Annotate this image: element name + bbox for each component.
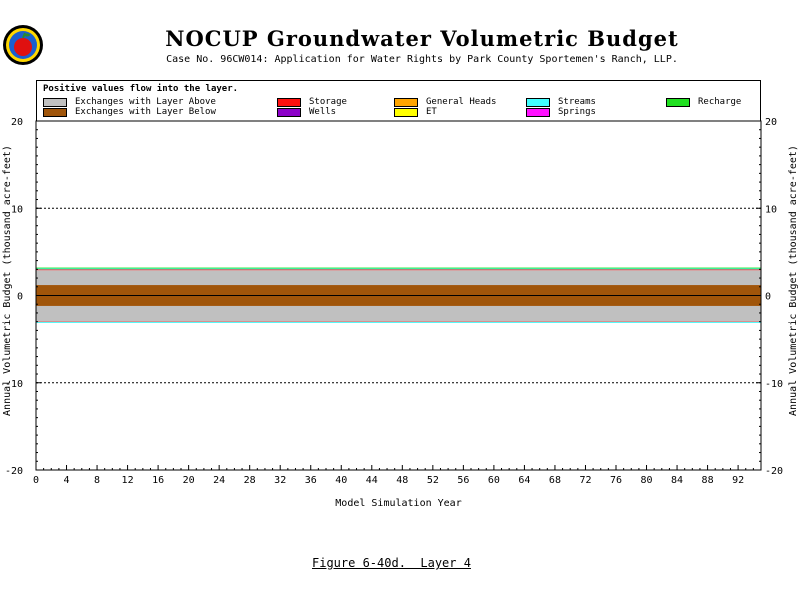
legend-label: Springs — [558, 107, 596, 117]
x-tick-label: 0 — [33, 475, 39, 486]
legend-label: ET — [426, 107, 437, 117]
legend-item: ET — [394, 107, 437, 117]
band-positive — [36, 285, 761, 296]
legend-note: Positive values flow into the layer. — [43, 84, 239, 94]
x-tick-label: 4 — [64, 475, 70, 486]
x-tick-label: 92 — [732, 475, 744, 486]
band-negative — [36, 322, 761, 323]
legend-swatch — [526, 107, 550, 117]
y-tick-label: -20 — [765, 466, 783, 477]
x-tick-label: 28 — [244, 475, 256, 486]
x-tick-label: 52 — [427, 475, 439, 486]
x-tick-label: 44 — [366, 475, 378, 486]
x-tick-label: 48 — [396, 475, 408, 486]
legend-item: Exchanges with Layer Above — [43, 97, 216, 107]
y-tick-label: -20 — [5, 466, 23, 477]
legend-item: Storage — [277, 97, 347, 107]
band-positive — [36, 269, 761, 271]
band-positive — [36, 267, 761, 269]
legend-item: Streams — [526, 97, 596, 107]
x-tick-label: 20 — [183, 475, 195, 486]
x-tick-label: 84 — [671, 475, 683, 486]
y-tick-label: 20 — [765, 117, 777, 128]
y-tick-label: -10 — [765, 379, 783, 390]
legend-item: Springs — [526, 107, 596, 117]
y-axis-label-right: Annual Volumetric Budget (thousand acre-… — [788, 145, 799, 416]
y-tick-label: 10 — [765, 204, 777, 215]
legend-label: General Heads — [426, 97, 497, 107]
x-tick-label: 24 — [213, 475, 225, 486]
x-tick-label: 72 — [579, 475, 591, 486]
y-tick-label: 20 — [11, 117, 23, 128]
x-tick-label: 8 — [94, 475, 100, 486]
legend-swatch — [43, 107, 67, 117]
apple-logo-icon — [3, 25, 43, 65]
figure-caption: Figure 6-40d. Layer 4 — [312, 556, 471, 570]
band-negative — [36, 305, 761, 322]
legend-swatch — [277, 107, 301, 117]
x-axis-label: Model Simulation Year — [335, 498, 461, 509]
x-tick-label: 12 — [122, 475, 134, 486]
x-tick-label: 32 — [274, 475, 286, 486]
legend-swatch — [666, 97, 690, 107]
legend-swatch — [43, 97, 67, 107]
legend-item: Recharge — [666, 97, 741, 107]
legend-label: Recharge — [698, 97, 742, 107]
chart-title: NOCUP Groundwater Volumetric Budget — [165, 26, 679, 51]
y-tick-label: 0 — [765, 292, 771, 303]
legend-item: General Heads — [394, 97, 496, 107]
x-tick-label: 60 — [488, 475, 500, 486]
x-tick-label: 16 — [152, 475, 164, 486]
x-tick-label: 40 — [335, 475, 347, 486]
y-tick-label: -10 — [5, 379, 23, 390]
legend-item: Wells — [277, 107, 336, 117]
legend-swatch — [394, 107, 418, 117]
legend-swatch — [394, 97, 418, 107]
legend-label: Streams — [558, 97, 596, 107]
legend-swatch — [526, 97, 550, 107]
legend: Positive values flow into the layer. Exc… — [36, 80, 761, 121]
y-axis-label-left: Annual Volumetric Budget (thousand acre-… — [2, 145, 13, 416]
legend-label: Wells — [309, 107, 337, 117]
x-tick-label: 68 — [549, 475, 561, 486]
chart-subtitle: Case No. 96CW014: Application for Water … — [166, 54, 678, 65]
x-tick-label: 56 — [457, 475, 469, 486]
legend-item: Exchanges with Layer Below — [43, 107, 216, 117]
x-tick-label: 88 — [702, 475, 714, 486]
band-positive — [36, 270, 761, 286]
x-tick-label: 80 — [641, 475, 653, 486]
legend-swatch — [277, 97, 301, 107]
band-positive — [36, 268, 761, 270]
x-tick-label: 64 — [518, 475, 530, 486]
legend-label: Exchanges with Layer Above — [75, 97, 216, 107]
y-tick-label: 10 — [11, 204, 23, 215]
x-tick-label: 76 — [610, 475, 622, 486]
band-negative — [36, 295, 761, 306]
x-tick-label: 36 — [305, 475, 317, 486]
legend-label: Exchanges with Layer Below — [75, 107, 216, 117]
legend-label: Storage — [309, 97, 347, 107]
y-tick-label: 0 — [17, 292, 23, 303]
